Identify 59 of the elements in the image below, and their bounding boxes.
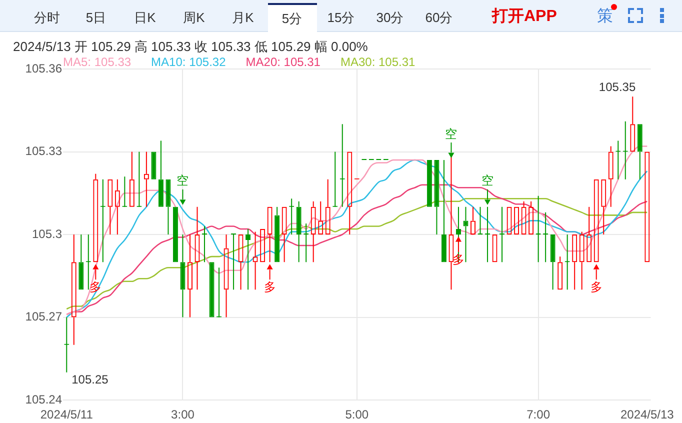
data-label: 空 [445, 126, 458, 141]
candlestick [158, 140, 164, 207]
text: 15分 [326, 9, 356, 27]
text: MA10: 105.32 [151, 55, 226, 69]
candlestick [478, 206, 483, 235]
text: MA30: 105.31 [340, 55, 416, 69]
data-label: 多 [452, 252, 464, 266]
x-tick-label: 5:00 [345, 408, 369, 422]
point [455, 236, 462, 242]
candlestick [78, 234, 84, 290]
candlestick [441, 160, 446, 262]
text: 105.25 [72, 372, 108, 387]
text: 打开APP [492, 6, 557, 27]
candlestick [180, 234, 186, 318]
candlestick [274, 206, 280, 262]
y-tick-label: 105.3 [32, 226, 62, 241]
text: 30分 [375, 9, 405, 27]
text: 60分 [424, 9, 454, 27]
text: 5分 [268, 3, 316, 32]
text: MA20: 105.31 [246, 55, 320, 69]
x-tick-label: 7:00 [526, 408, 550, 422]
y-tick-label: 105.33 [25, 144, 62, 158]
point [266, 264, 273, 270]
candlestick [463, 206, 468, 263]
candlestick [500, 206, 505, 263]
candlestick [304, 222, 309, 263]
candlestick [637, 124, 642, 180]
candlestick [485, 206, 490, 263]
y-tick-label: 105.36 [25, 61, 62, 76]
candlestick [434, 160, 440, 235]
text: 月K [231, 9, 255, 27]
candlestick [231, 234, 236, 290]
candlestick [536, 195, 541, 263]
x-tick-label: 3:00 [171, 408, 195, 422]
point [180, 200, 186, 205]
text: MA5: 105.33 [63, 55, 132, 69]
y-tick-label: 105.27 [25, 310, 62, 324]
candlestick [166, 179, 171, 235]
text: 策 [597, 7, 613, 27]
x-tick-label: 2024/5/11 [40, 408, 94, 422]
data-label: 多 [590, 280, 602, 294]
data-label: 空 [482, 174, 494, 188]
candlestick [550, 234, 556, 290]
text: 周K [182, 9, 206, 27]
x-tick-label: 2024/5/13 [620, 408, 674, 422]
candlestick [296, 200, 302, 263]
chart-subtitle: 2024/5/13 开 105.29 高 105.33 收 105.33 低 105.29 幅 0.00% [13, 39, 368, 54]
candlestick [202, 226, 208, 263]
data-label: 空 [176, 174, 189, 188]
point [593, 264, 600, 270]
point [92, 264, 99, 270]
candlestick [543, 212, 548, 263]
text: 分时 [33, 9, 61, 27]
data-label: 多 [264, 280, 276, 294]
y-tick-label: 105.24 [25, 392, 62, 406]
text: 日K [133, 9, 157, 27]
point [484, 200, 491, 205]
text: 5日 [84, 9, 108, 27]
text: 105.35 [598, 80, 636, 94]
